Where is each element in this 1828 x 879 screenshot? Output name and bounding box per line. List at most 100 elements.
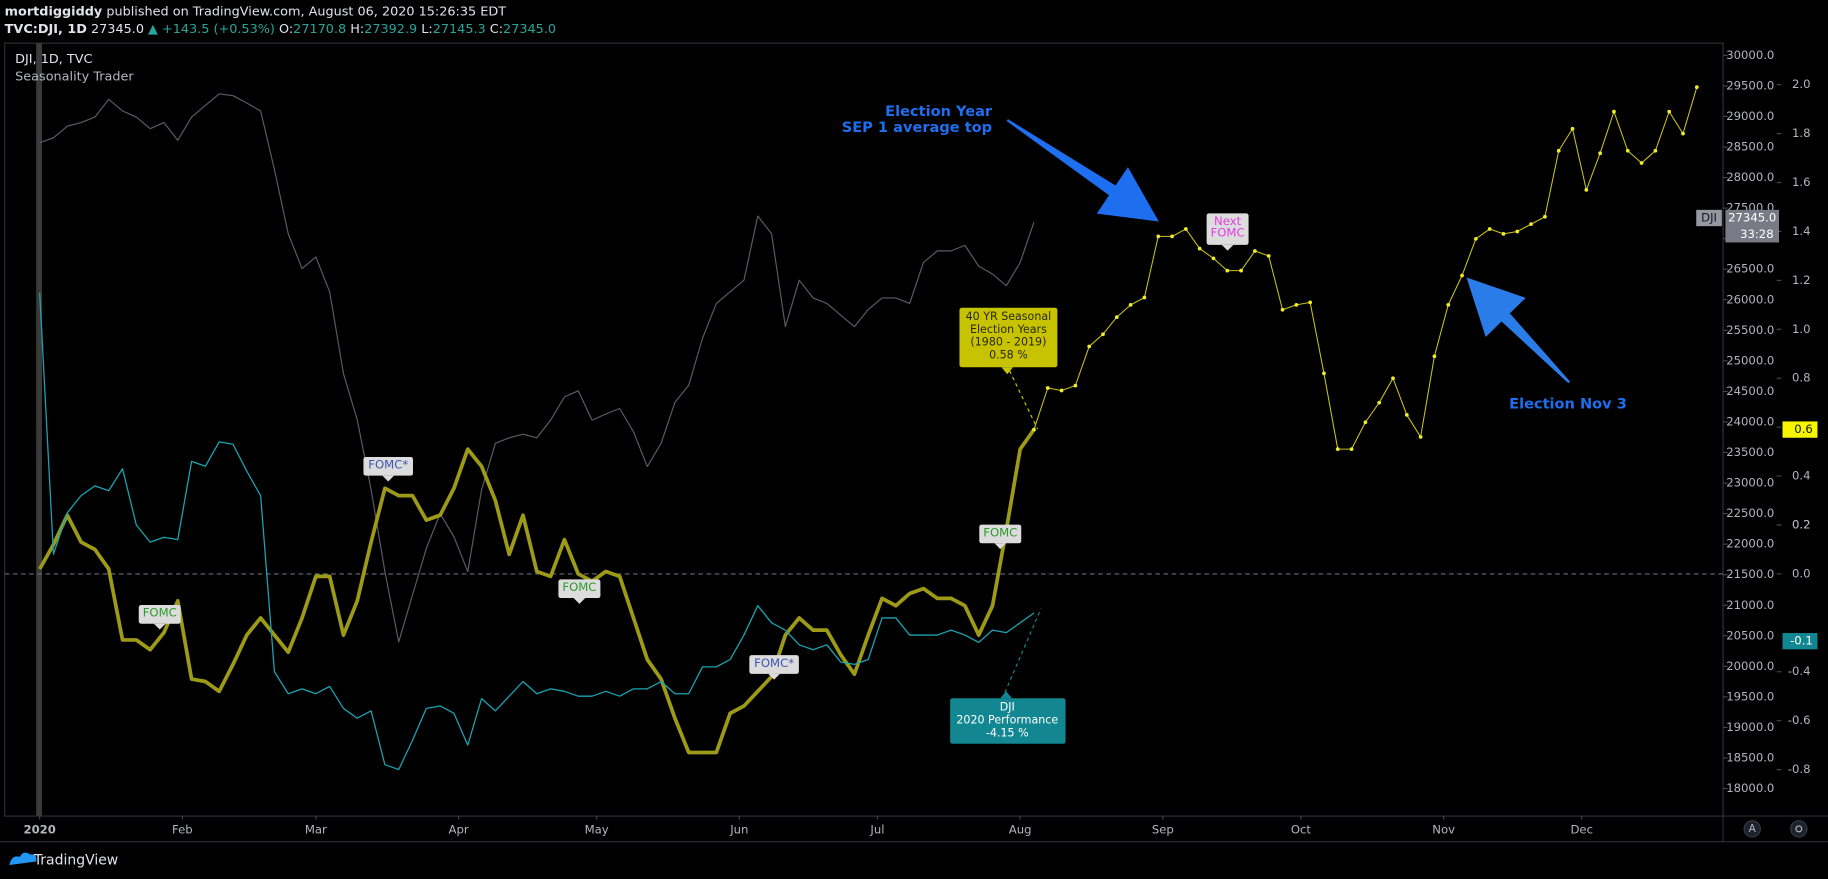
ohlc-label: L:	[421, 22, 432, 37]
series-point	[1045, 386, 1050, 390]
series-point	[1114, 315, 1119, 319]
y2-tick-label: 1.6	[1792, 175, 1811, 189]
tag-pointer	[153, 623, 166, 630]
plot-area	[4, 42, 1724, 817]
y2-tick-label: 0.4	[1792, 469, 1811, 483]
annotation-text: SEP 1 average top	[842, 119, 992, 136]
header-line: mortdiggiddy published on TradingView.co…	[5, 4, 507, 19]
fomc-tag	[138, 605, 181, 624]
series-point	[1294, 302, 1299, 307]
y2-tick-label: 0.0	[1792, 566, 1811, 580]
y2-tick-label: 1.8	[1792, 126, 1811, 140]
y-tick-label: 19000.0	[1726, 720, 1774, 734]
series-point	[1487, 227, 1492, 231]
settings-button[interactable]	[1790, 820, 1808, 838]
auto-label: A	[1749, 823, 1757, 835]
series-point	[1556, 148, 1561, 153]
change: ▲ +143.5 (+0.53%)	[148, 22, 275, 37]
y-tick-label: 26000.0	[1726, 292, 1774, 306]
settings-icon	[1795, 825, 1803, 833]
y-tick-label: 18000.0	[1726, 781, 1774, 795]
y2-tick-label: 0.8	[1792, 371, 1811, 385]
session-break	[36, 43, 42, 817]
indicator-name: Seasonality Trader	[15, 69, 134, 84]
series-point	[1266, 254, 1271, 258]
legend-title: DJI, 1D, TVC	[15, 52, 92, 67]
annotation-text: FOMC	[1211, 226, 1245, 240]
y-tick-label: 23000.0	[1726, 476, 1774, 490]
series-point	[1501, 232, 1506, 236]
x-tick-label: Nov	[1432, 823, 1455, 837]
callout-box	[959, 307, 1058, 368]
x-tick-label: Jul	[869, 823, 884, 837]
series-point	[1183, 227, 1188, 231]
callout-pointer	[1000, 691, 1012, 699]
x-tick-label: Oct	[1291, 823, 1312, 837]
auto-button[interactable]	[1743, 820, 1761, 838]
x-tick-label: Apr	[448, 823, 468, 837]
tag-pointer	[382, 475, 395, 482]
y-tick-label: 21500.0	[1726, 567, 1774, 581]
y2-tick-label: -0.6	[1788, 713, 1811, 727]
series-point	[1667, 109, 1672, 114]
series-point	[1156, 234, 1161, 239]
y-tick-label: 30000.0	[1726, 48, 1774, 62]
series-point	[1363, 420, 1368, 425]
badge	[1696, 209, 1722, 227]
series-point	[1101, 332, 1105, 337]
annotation-text: FOMC*	[754, 656, 794, 670]
y-tick-label: 25500.0	[1726, 323, 1774, 337]
badge-text: DJI	[1701, 211, 1717, 225]
x-tick-label: Aug	[1009, 823, 1032, 837]
y-tick-label: 20000.0	[1726, 659, 1774, 673]
x-tick-label: 2020	[23, 823, 55, 837]
y2-tick-label: -0.4	[1788, 664, 1811, 678]
series-point	[1473, 236, 1478, 241]
y-tick-label: 29500.0	[1726, 78, 1774, 92]
fomc-tag	[749, 655, 799, 674]
ohlc-label: H:	[350, 22, 364, 37]
tag-pointer	[1221, 244, 1234, 251]
ohlc-value: 27345.0	[503, 22, 556, 37]
annotation-text: (1980 - 2019)	[970, 336, 1046, 349]
series-point	[1653, 148, 1658, 153]
series-point	[1418, 435, 1423, 439]
series-point	[1432, 354, 1437, 359]
annotation-text: 0.58 %	[989, 349, 1028, 362]
series-point	[1529, 222, 1533, 226]
annotation-text: Election Year	[885, 103, 993, 120]
symbol: TVC:DJI, 1D	[5, 22, 87, 37]
author: mortdiggiddy	[5, 4, 103, 19]
series-point	[1087, 344, 1092, 349]
x-tick-label: Dec	[1570, 823, 1593, 837]
x-tick-label: Feb	[172, 823, 193, 837]
series-point	[1404, 413, 1409, 417]
y2-tick-label: 1.0	[1792, 322, 1811, 336]
logo	[9, 852, 37, 866]
y-tick-label: 24000.0	[1726, 414, 1774, 428]
y2-tick-label: -0.8	[1788, 762, 1811, 776]
ohlc-value: 27145.3	[433, 22, 486, 37]
series-badge-text: 0.6	[1794, 422, 1813, 436]
callout-box	[950, 698, 1066, 744]
annotation-text: FOMC	[562, 580, 596, 594]
series-point	[1308, 300, 1313, 305]
callout-leader	[1004, 608, 1042, 693]
arrow	[1006, 119, 1159, 222]
y-tick-label: 23500.0	[1726, 445, 1774, 459]
y-tick-label: 25000.0	[1726, 353, 1774, 367]
series-point	[1543, 214, 1547, 219]
tag-pointer	[768, 673, 780, 680]
series-point	[1225, 268, 1230, 273]
published: published on TradingView.com, August 06,…	[106, 4, 506, 19]
series-point	[1128, 302, 1133, 307]
y-tick-label: 22500.0	[1726, 506, 1774, 520]
y-tick-label: 26500.0	[1726, 262, 1774, 276]
y-tick-label: 28500.0	[1726, 140, 1774, 154]
x-tick-label: May	[585, 823, 609, 837]
series-point	[1322, 371, 1326, 376]
series-point	[1570, 126, 1575, 131]
ohlc-value: 27392.9	[364, 22, 417, 37]
